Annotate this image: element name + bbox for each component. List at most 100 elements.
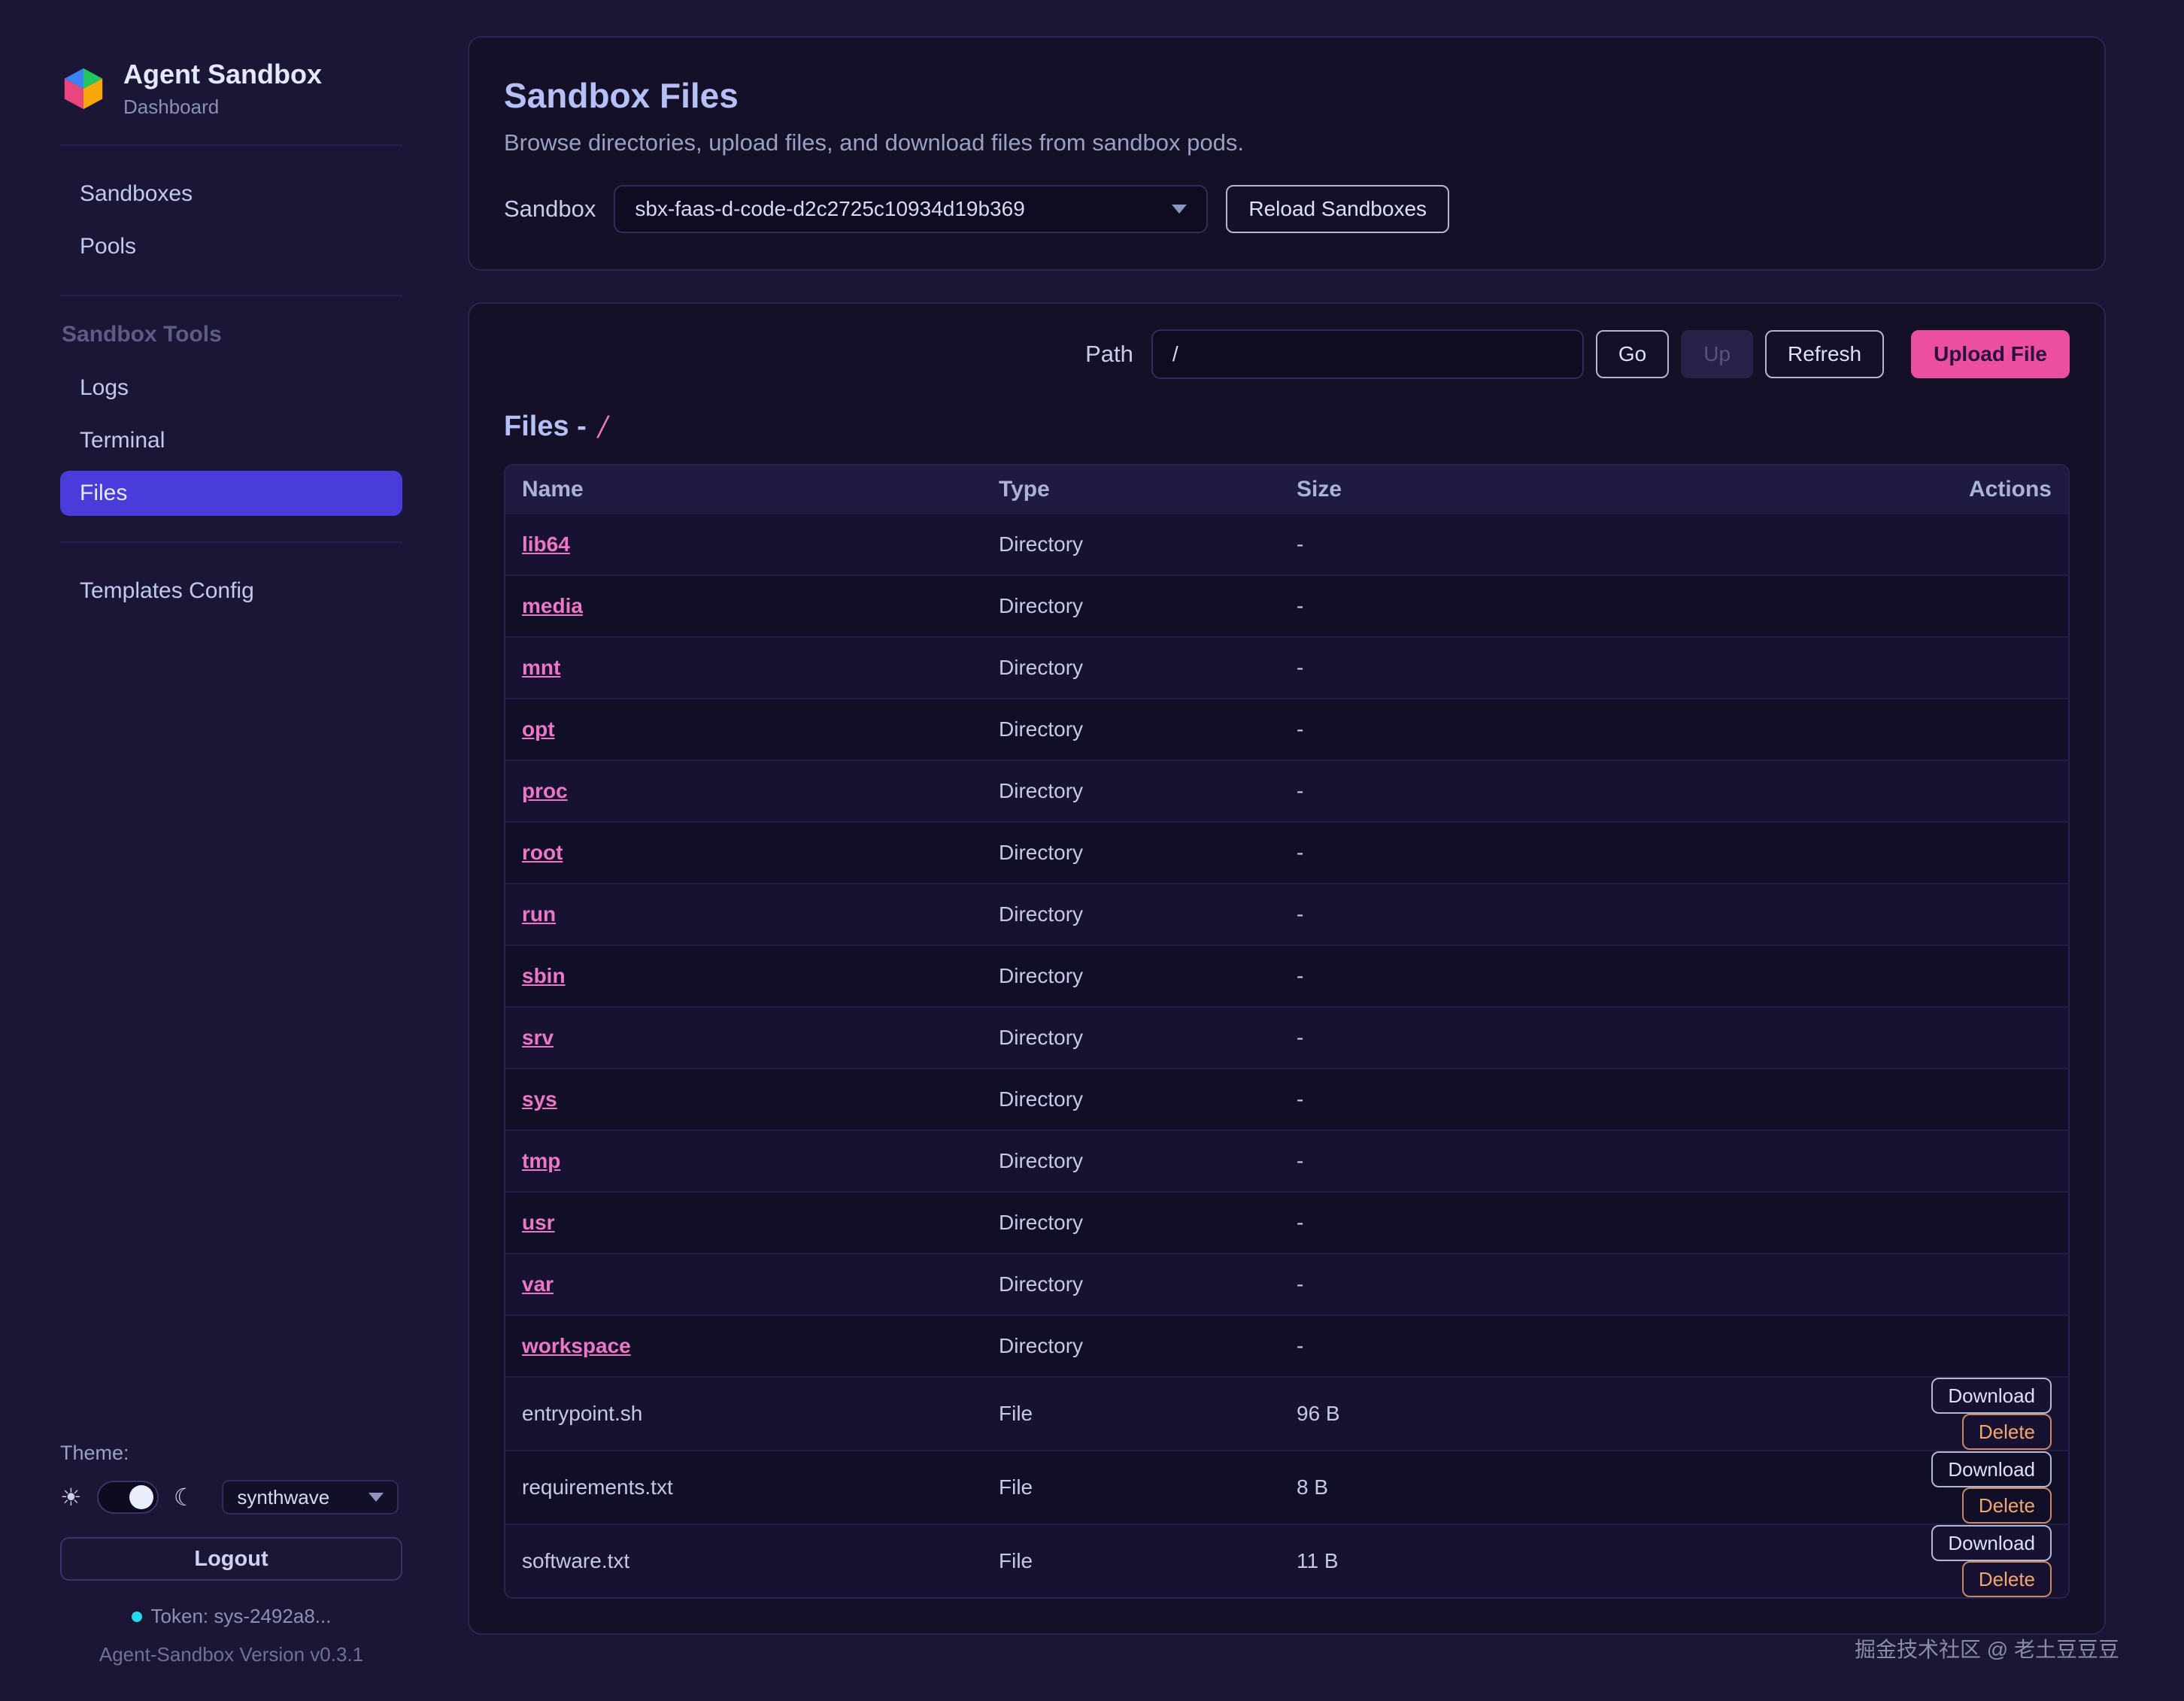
table-row: sbin Directory - xyxy=(505,944,2068,1007)
theme-toggle[interactable] xyxy=(96,1481,159,1514)
chevron-down-icon xyxy=(1172,205,1188,214)
file-actions: Download Delete xyxy=(1799,1450,2068,1524)
sandbox-label: Sandbox xyxy=(504,196,596,222)
file-name[interactable]: srv xyxy=(522,1026,554,1049)
file-name[interactable]: root xyxy=(522,841,563,864)
file-type: Directory xyxy=(982,636,1280,699)
download-button[interactable]: Download xyxy=(1931,1378,2052,1414)
logout-button[interactable]: Logout xyxy=(60,1537,402,1581)
sidebar-section-sandbox-tools: Sandbox Tools xyxy=(62,322,222,347)
file-type: Directory xyxy=(982,698,1280,760)
table-row: run Directory - xyxy=(505,883,2068,945)
sidebar-divider xyxy=(60,541,402,543)
file-name[interactable]: var xyxy=(522,1272,554,1296)
file-size: - xyxy=(1280,1006,1799,1069)
sandbox-select[interactable]: sbx-faas-d-code-d2c2725c10934d19b369 xyxy=(614,185,1209,233)
file-actions xyxy=(1799,1129,2068,1192)
file-size: 96 B xyxy=(1280,1376,1799,1451)
download-button[interactable]: Download xyxy=(1931,1451,2052,1487)
file-actions xyxy=(1799,1314,2068,1377)
file-type: Directory xyxy=(982,1253,1280,1315)
app-logo-icon xyxy=(60,65,107,112)
token-text: Token: sys-2492a8... xyxy=(150,1605,332,1627)
file-name[interactable]: run xyxy=(522,902,557,926)
refresh-button[interactable]: Refresh xyxy=(1765,330,1885,378)
file-size: 11 B xyxy=(1280,1524,1799,1597)
file-size: - xyxy=(1280,636,1799,699)
delete-button[interactable]: Delete xyxy=(1961,1414,2052,1450)
file-name[interactable]: media xyxy=(522,594,583,617)
file-type: File xyxy=(982,1450,1280,1524)
file-size: - xyxy=(1280,1314,1799,1377)
files-card: Path Go Up Refresh Upload File Files -/ … xyxy=(468,302,2106,1635)
page-title: Sandbox Files xyxy=(504,76,739,115)
file-size: - xyxy=(1280,1191,1799,1254)
table-row: proc Directory - xyxy=(505,760,2068,822)
app-subtitle: Dashboard xyxy=(123,96,220,118)
go-button[interactable]: Go xyxy=(1595,330,1670,378)
sidebar-item-pools[interactable]: Pools xyxy=(80,234,137,259)
file-type: Directory xyxy=(982,883,1280,945)
file-name[interactable]: opt xyxy=(522,717,555,741)
file-name: software.txt xyxy=(522,1549,630,1572)
path-input[interactable] xyxy=(1151,329,1584,379)
sidebar-item-templates-config[interactable]: Templates Config xyxy=(80,578,254,603)
sidebar-nav: Sandboxes Pools Sandbox Tools Logs Termi… xyxy=(60,171,402,614)
file-type: Directory xyxy=(982,1191,1280,1254)
file-name[interactable]: tmp xyxy=(522,1149,561,1172)
table-row: var Directory - xyxy=(505,1253,2068,1315)
theme-select-value: synthwave xyxy=(237,1485,330,1508)
sandbox-files-header-card: Sandbox Files Browse directories, upload… xyxy=(468,36,2106,271)
file-name[interactable]: workspace xyxy=(522,1334,631,1357)
path-label: Path xyxy=(1085,341,1133,367)
files-table-body: lib64 Directory - media Directory - mnt … xyxy=(505,513,2068,1597)
file-name[interactable]: sys xyxy=(522,1087,557,1111)
file-name[interactable]: sbin xyxy=(522,964,566,987)
download-button[interactable]: Download xyxy=(1931,1525,2052,1561)
file-actions: Download Delete xyxy=(1799,1376,2068,1451)
theme-select[interactable]: synthwave xyxy=(222,1480,399,1515)
file-name[interactable]: mnt xyxy=(522,656,561,679)
main-content: Sandbox Files Browse directories, upload… xyxy=(468,0,2184,1635)
file-size: - xyxy=(1280,821,1799,884)
table-row: mnt Directory - xyxy=(505,636,2068,699)
file-name[interactable]: usr xyxy=(522,1211,555,1234)
file-type: Directory xyxy=(982,760,1280,822)
file-size: - xyxy=(1280,698,1799,760)
column-header-name: Name xyxy=(505,465,982,514)
sidebar-item-logs[interactable]: Logs xyxy=(80,375,129,400)
file-actions xyxy=(1799,1006,2068,1069)
sidebar-divider xyxy=(60,295,402,296)
file-type: File xyxy=(982,1376,1280,1451)
file-name[interactable]: proc xyxy=(522,779,568,802)
current-path: / xyxy=(598,411,608,442)
file-type: Directory xyxy=(982,1129,1280,1192)
sidebar-bottom: Theme: ☀ ☾ synthwave Logout Token: sys-2… xyxy=(60,1442,402,1666)
table-row: opt Directory - xyxy=(505,698,2068,760)
file-actions: Download Delete xyxy=(1799,1524,2068,1597)
file-size: - xyxy=(1280,760,1799,822)
upload-file-button[interactable]: Upload File xyxy=(1911,330,2070,378)
file-size: - xyxy=(1280,513,1799,575)
sidebar-item-sandboxes[interactable]: Sandboxes xyxy=(80,181,193,206)
file-type: Directory xyxy=(982,821,1280,884)
table-row: media Directory - xyxy=(505,575,2068,637)
sidebar-item-files[interactable]: Files xyxy=(60,471,402,516)
file-type: File xyxy=(982,1524,1280,1597)
brand: Agent Sandbox Dashboard xyxy=(60,59,402,119)
delete-button[interactable]: Delete xyxy=(1961,1561,2052,1597)
table-row: entrypoint.sh File 96 B Download Delete xyxy=(505,1376,2068,1451)
app-title: Agent Sandbox xyxy=(123,59,323,89)
file-size: - xyxy=(1280,1253,1799,1315)
table-row: tmp Directory - xyxy=(505,1129,2068,1192)
page-subtitle: Browse directories, upload files, and do… xyxy=(504,129,1244,156)
sidebar-item-terminal[interactable]: Terminal xyxy=(80,428,165,453)
theme-toggle-knob xyxy=(129,1485,153,1509)
reload-sandboxes-button[interactable]: Reload Sandboxes xyxy=(1226,185,1450,233)
file-actions xyxy=(1799,883,2068,945)
up-button[interactable]: Up xyxy=(1681,330,1754,378)
delete-button[interactable]: Delete xyxy=(1961,1487,2052,1524)
file-name: requirements.txt xyxy=(522,1475,673,1499)
column-header-type: Type xyxy=(982,465,1280,514)
file-name[interactable]: lib64 xyxy=(522,532,570,556)
